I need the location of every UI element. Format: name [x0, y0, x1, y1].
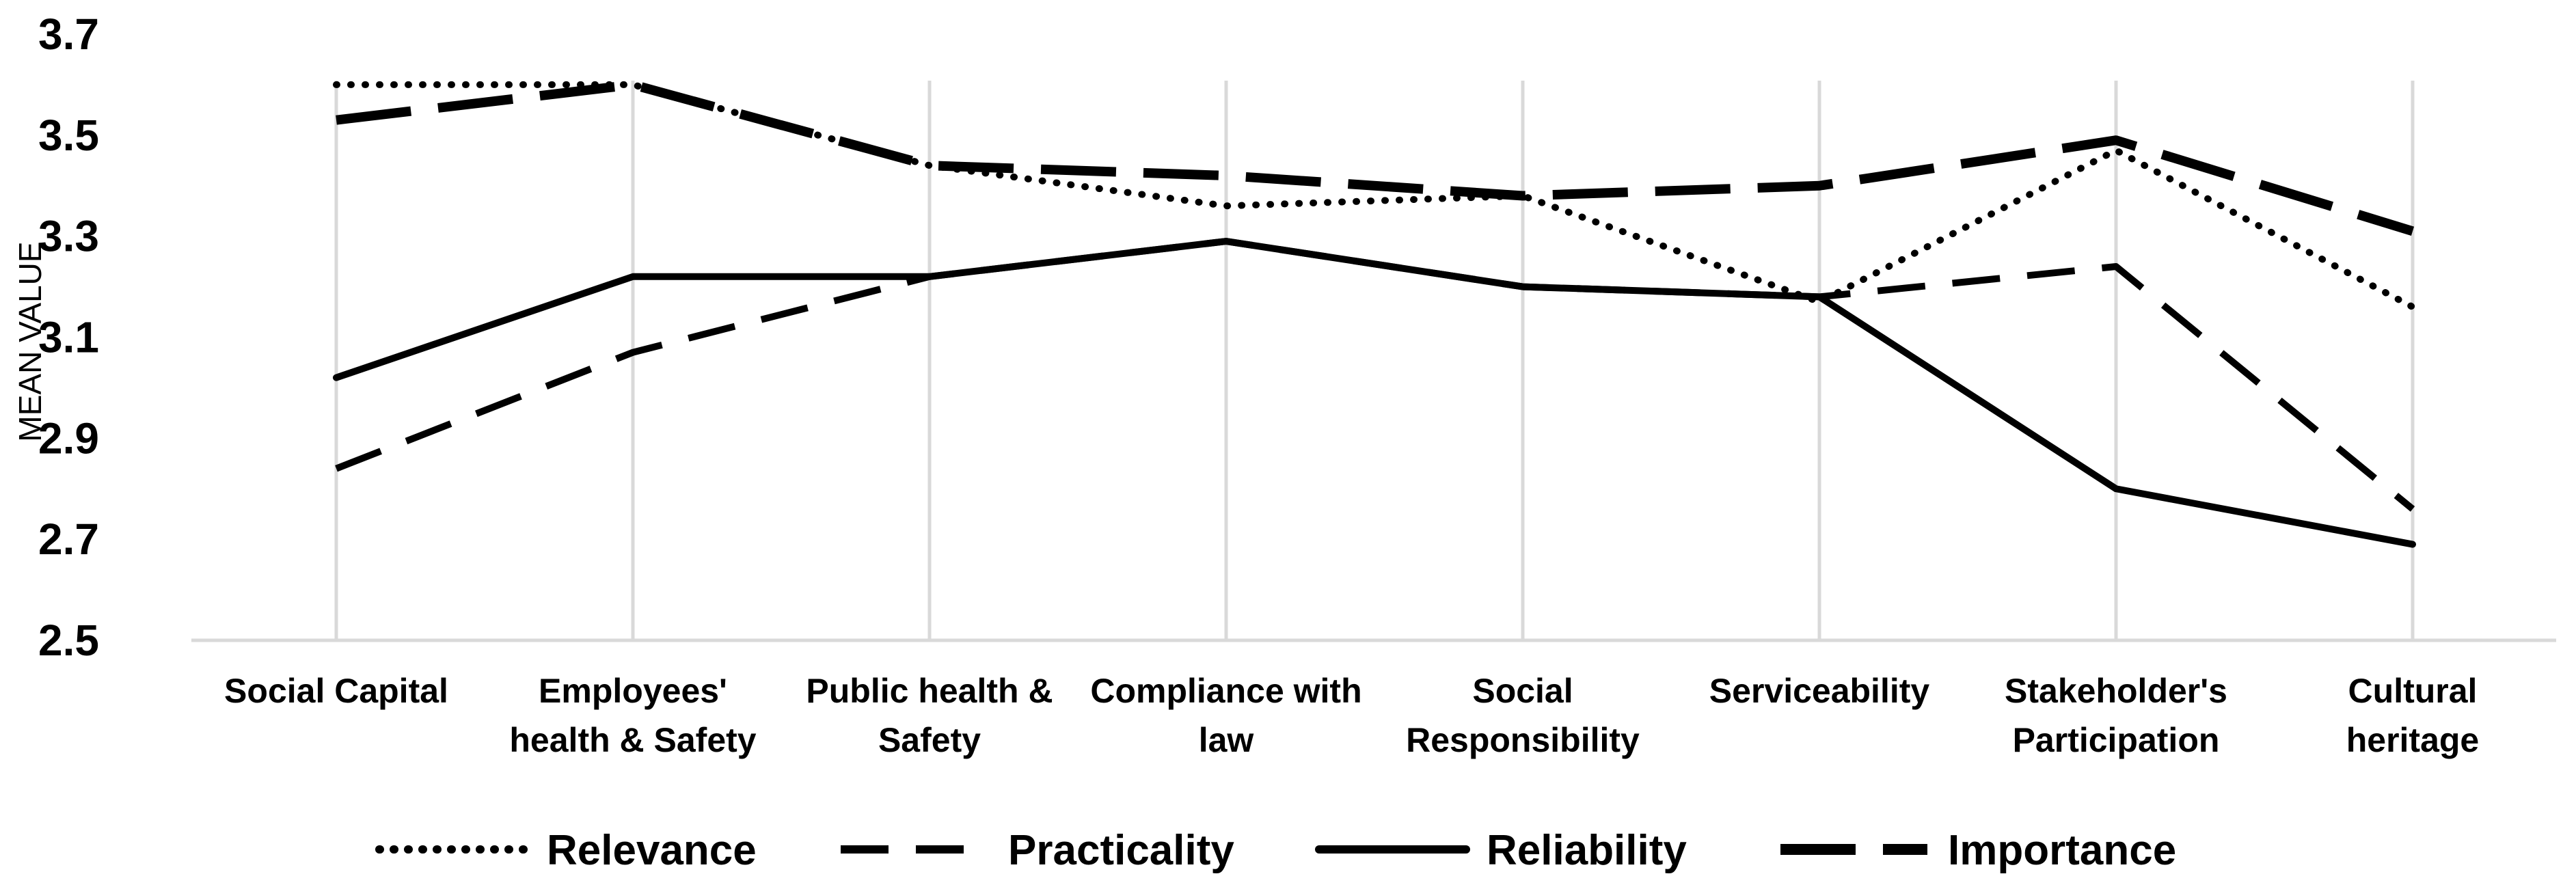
- gridlines: [334, 81, 2415, 640]
- x-tick-label: Social Capital: [224, 672, 448, 710]
- x-tick-label: Serviceability: [1709, 672, 1930, 710]
- legend-label-practicality: Practicality: [1008, 827, 1234, 874]
- x-tick-label: Public health & Safety: [806, 672, 1053, 759]
- series-line-practicality: [335, 238, 2415, 512]
- axis-labels: MEAN VALUE 2.5 2.7 2.9 3.1 3.3 3.5 3.7 Social C…: [12, 10, 2479, 759]
- x-tick-label: Stakeholder's Participation: [2005, 672, 2227, 759]
- series-line-importance: [336, 79, 2415, 236]
- series-lines: [333, 79, 2416, 548]
- y-tick-label: 3.1: [38, 313, 99, 362]
- y-tick-label: 3.5: [38, 111, 99, 160]
- x-tick-label: Social Responsibility: [1406, 672, 1640, 759]
- series-line-reliability: [333, 238, 2416, 548]
- y-tick-label: 2.7: [38, 515, 99, 564]
- series-line-relevance: [333, 81, 2416, 311]
- legend-label-relevance: Relevance: [547, 827, 757, 874]
- y-axis-title: MEAN VALUE: [12, 241, 48, 441]
- y-tick-label: 3.3: [38, 212, 99, 261]
- x-tick-label: Compliance with law: [1090, 672, 1361, 759]
- legend-label-importance: Importance: [1948, 827, 2176, 874]
- x-tick-label: Cultural heritage: [2346, 672, 2480, 759]
- y-tick-label: 2.5: [38, 616, 99, 665]
- legend: Relevance Practicality Reliability Importan…: [375, 827, 2176, 874]
- x-tick-label: Employees' health & Safety: [509, 672, 756, 759]
- y-tick-label: 3.7: [38, 10, 99, 59]
- legend-label-reliability: Reliability: [1487, 827, 1687, 874]
- y-tick-label: 2.9: [38, 413, 99, 463]
